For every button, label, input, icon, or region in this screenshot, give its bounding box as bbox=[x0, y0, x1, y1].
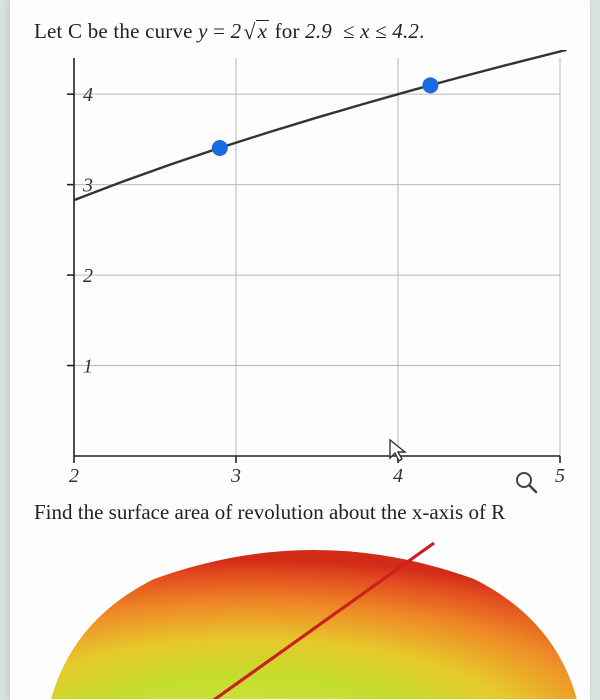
eq-coeff: 2 bbox=[231, 19, 242, 43]
range-lo: 2.9 bbox=[305, 19, 332, 43]
range-var: x bbox=[360, 19, 370, 43]
eq-lhs: y bbox=[198, 19, 208, 43]
svg-text:1: 1 bbox=[83, 356, 93, 378]
svg-text:3: 3 bbox=[230, 465, 241, 487]
question-text: Find the surface area of revolution abou… bbox=[34, 500, 578, 525]
svg-text:4: 4 bbox=[393, 465, 403, 487]
curve-chart: 23451234 bbox=[40, 50, 570, 490]
problem-statement: Let C be the curve y = 2√x for 2.9 ≤ x ≤… bbox=[34, 18, 578, 44]
svg-text:5: 5 bbox=[555, 465, 565, 487]
eq-for: for bbox=[269, 19, 305, 43]
eq-eq: = bbox=[208, 19, 231, 43]
period: . bbox=[419, 19, 424, 43]
sqrt: √x bbox=[241, 18, 269, 44]
svg-text:2: 2 bbox=[69, 465, 79, 487]
svg-text:2: 2 bbox=[83, 265, 93, 287]
revolution-surface bbox=[34, 539, 594, 699]
svg-text:4: 4 bbox=[83, 84, 93, 106]
sqrt-arg: x bbox=[256, 20, 270, 42]
range-hi: 4.2 bbox=[392, 19, 419, 43]
problem-prefix: Let C be the curve bbox=[34, 19, 198, 43]
